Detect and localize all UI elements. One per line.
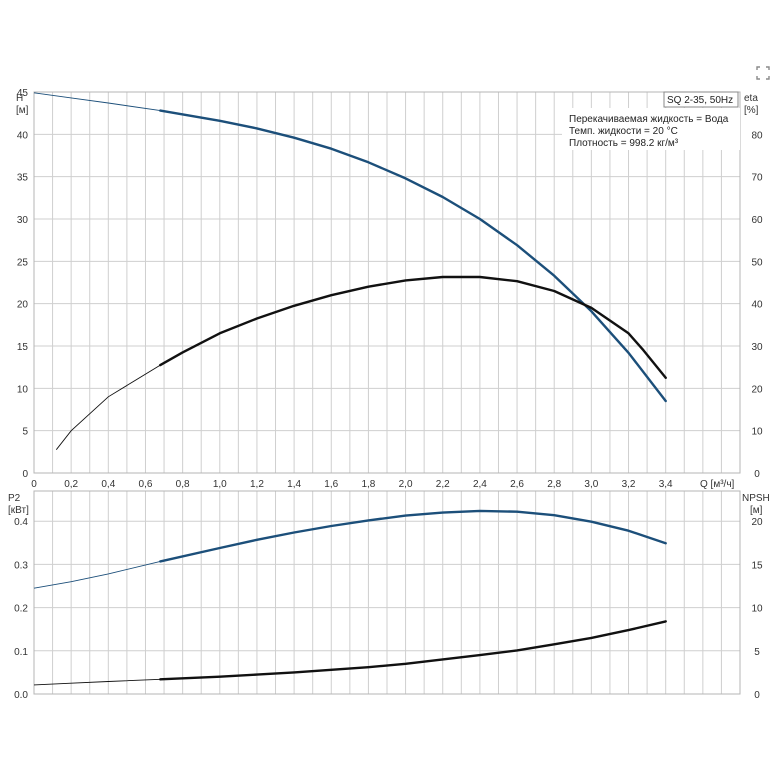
q-tick-label: 3,4	[659, 479, 673, 490]
q-tick-label: 0	[31, 479, 37, 490]
top-right-tick-label: 70	[751, 173, 763, 184]
info-density: Плотность = 998.2 кг/м³	[569, 138, 679, 149]
bottom-series-1-line	[159, 620, 667, 681]
q-tick-label: 0,6	[139, 479, 153, 490]
q-tick-label: 3,2	[622, 479, 636, 490]
bottom-left-tick-label: 0.2	[14, 604, 28, 615]
bottom-panel-grid	[33, 490, 741, 695]
top-right-tick-label: 80	[751, 130, 763, 141]
bottom-right-tick-label: 5	[754, 647, 760, 658]
model-badge-box	[663, 91, 739, 108]
p2-axis-unit: [кВт]	[8, 505, 29, 516]
q-tick-label: 1,8	[361, 479, 375, 490]
bottom-left-tick-label: 0.1	[14, 647, 28, 658]
q-tick-label: 2,2	[436, 479, 450, 490]
npsh-axis-unit: [м]	[750, 505, 763, 516]
top-left-tick-label: 45	[17, 88, 29, 99]
top-right-tick-label: 10	[751, 427, 763, 438]
top-left-tick-label: 0	[22, 469, 28, 480]
model-badge: SQ 2-35, 50Hz	[667, 95, 733, 106]
top-series-1-extrapolated-line	[55, 364, 161, 450]
bottom-panel-series	[33, 509, 667, 686]
eta-axis-ticks: 0 10 20 30 40 50 60 70 80	[751, 130, 763, 480]
info-liquid: Перекачиваемая жидкость = Вода	[569, 114, 729, 125]
q-tick-label: 2,8	[547, 479, 561, 490]
p2-axis-ticks: 0.0 0.1 0.2 0.3 0.4	[14, 517, 28, 701]
h-axis-label: H	[16, 93, 23, 104]
eta-axis-unit: [%]	[744, 105, 759, 116]
top-left-tick-label: 5	[22, 427, 28, 438]
top-left-tick-label: 40	[17, 130, 29, 141]
top-series-1-line	[159, 275, 667, 379]
top-right-tick-label: 50	[751, 257, 763, 268]
h-axis-unit: [м]	[16, 105, 29, 116]
top-frame	[33, 91, 741, 474]
top-right-tick-label: 40	[751, 300, 763, 311]
top-left-tick-label: 30	[17, 215, 29, 226]
top-series-0-line	[159, 109, 667, 403]
top-right-tick-label: 60	[751, 215, 763, 226]
q-axis-label: Q [м³/ч]	[700, 479, 735, 490]
bottom-right-tick-label: 0	[754, 690, 760, 701]
info-temperature: Темп. жидкости = 20 °C	[569, 126, 678, 137]
eta-axis-label: eta	[744, 93, 758, 104]
top-left-tick-label: 15	[17, 342, 29, 353]
bottom-series-0-extrapolated-line	[33, 560, 161, 589]
top-left-tick-label: 10	[17, 384, 29, 395]
npsh-axis-label: NPSH	[742, 493, 770, 504]
npsh-axis-ticks: 0 5 10 15 20	[751, 517, 763, 701]
bottom-left-tick-label: 0.3	[14, 560, 28, 571]
bottom-series-1-extrapolated-line	[33, 678, 161, 686]
bottom-left-tick-label: 0.0	[14, 690, 28, 701]
q-tick-label: 1,6	[324, 479, 338, 490]
bottom-right-tick-label: 10	[751, 604, 763, 615]
q-tick-label: 1,0	[213, 479, 227, 490]
q-tick-label: 3,0	[584, 479, 598, 490]
bottom-right-tick-label: 15	[751, 560, 763, 571]
q-tick-label: 2,4	[473, 479, 487, 490]
q-axis-ticks: 0 0,2 0,4 0,6 0,8 1,0 1,2 1,4 1,6 1,8 2,0 2,2 2,4 2,6…	[31, 479, 673, 490]
q-tick-label: 2,0	[399, 479, 413, 490]
top-left-tick-label: 25	[17, 257, 29, 268]
top-left-tick-label: 20	[17, 300, 29, 311]
q-tick-label: 2,6	[510, 479, 524, 490]
top-right-tick-label: 0	[754, 469, 760, 480]
q-tick-label: 1,4	[287, 479, 301, 490]
bottom-right-tick-label: 20	[751, 517, 763, 528]
top-right-tick-label: 20	[751, 384, 763, 395]
bottom-series-0-line	[159, 509, 667, 563]
bottom-frame	[33, 490, 741, 695]
bottom-left-tick-label: 0.4	[14, 517, 28, 528]
q-tick-label: 1,2	[250, 479, 264, 490]
h-axis-ticks: 0 5 10 15 20 25 30 35 40 45	[17, 88, 29, 480]
top-series-0-extrapolated-line	[33, 92, 161, 112]
expand-icon[interactable]	[756, 66, 770, 80]
top-left-tick-label: 35	[17, 173, 29, 184]
top-right-tick-label: 30	[751, 342, 763, 353]
q-tick-label: 0,2	[64, 479, 78, 490]
q-tick-label: 0,8	[176, 479, 190, 490]
p2-axis-label: P2	[8, 493, 21, 504]
q-tick-label: 0,4	[101, 479, 115, 490]
info-panel	[562, 108, 740, 150]
top-panel-series	[33, 92, 667, 450]
